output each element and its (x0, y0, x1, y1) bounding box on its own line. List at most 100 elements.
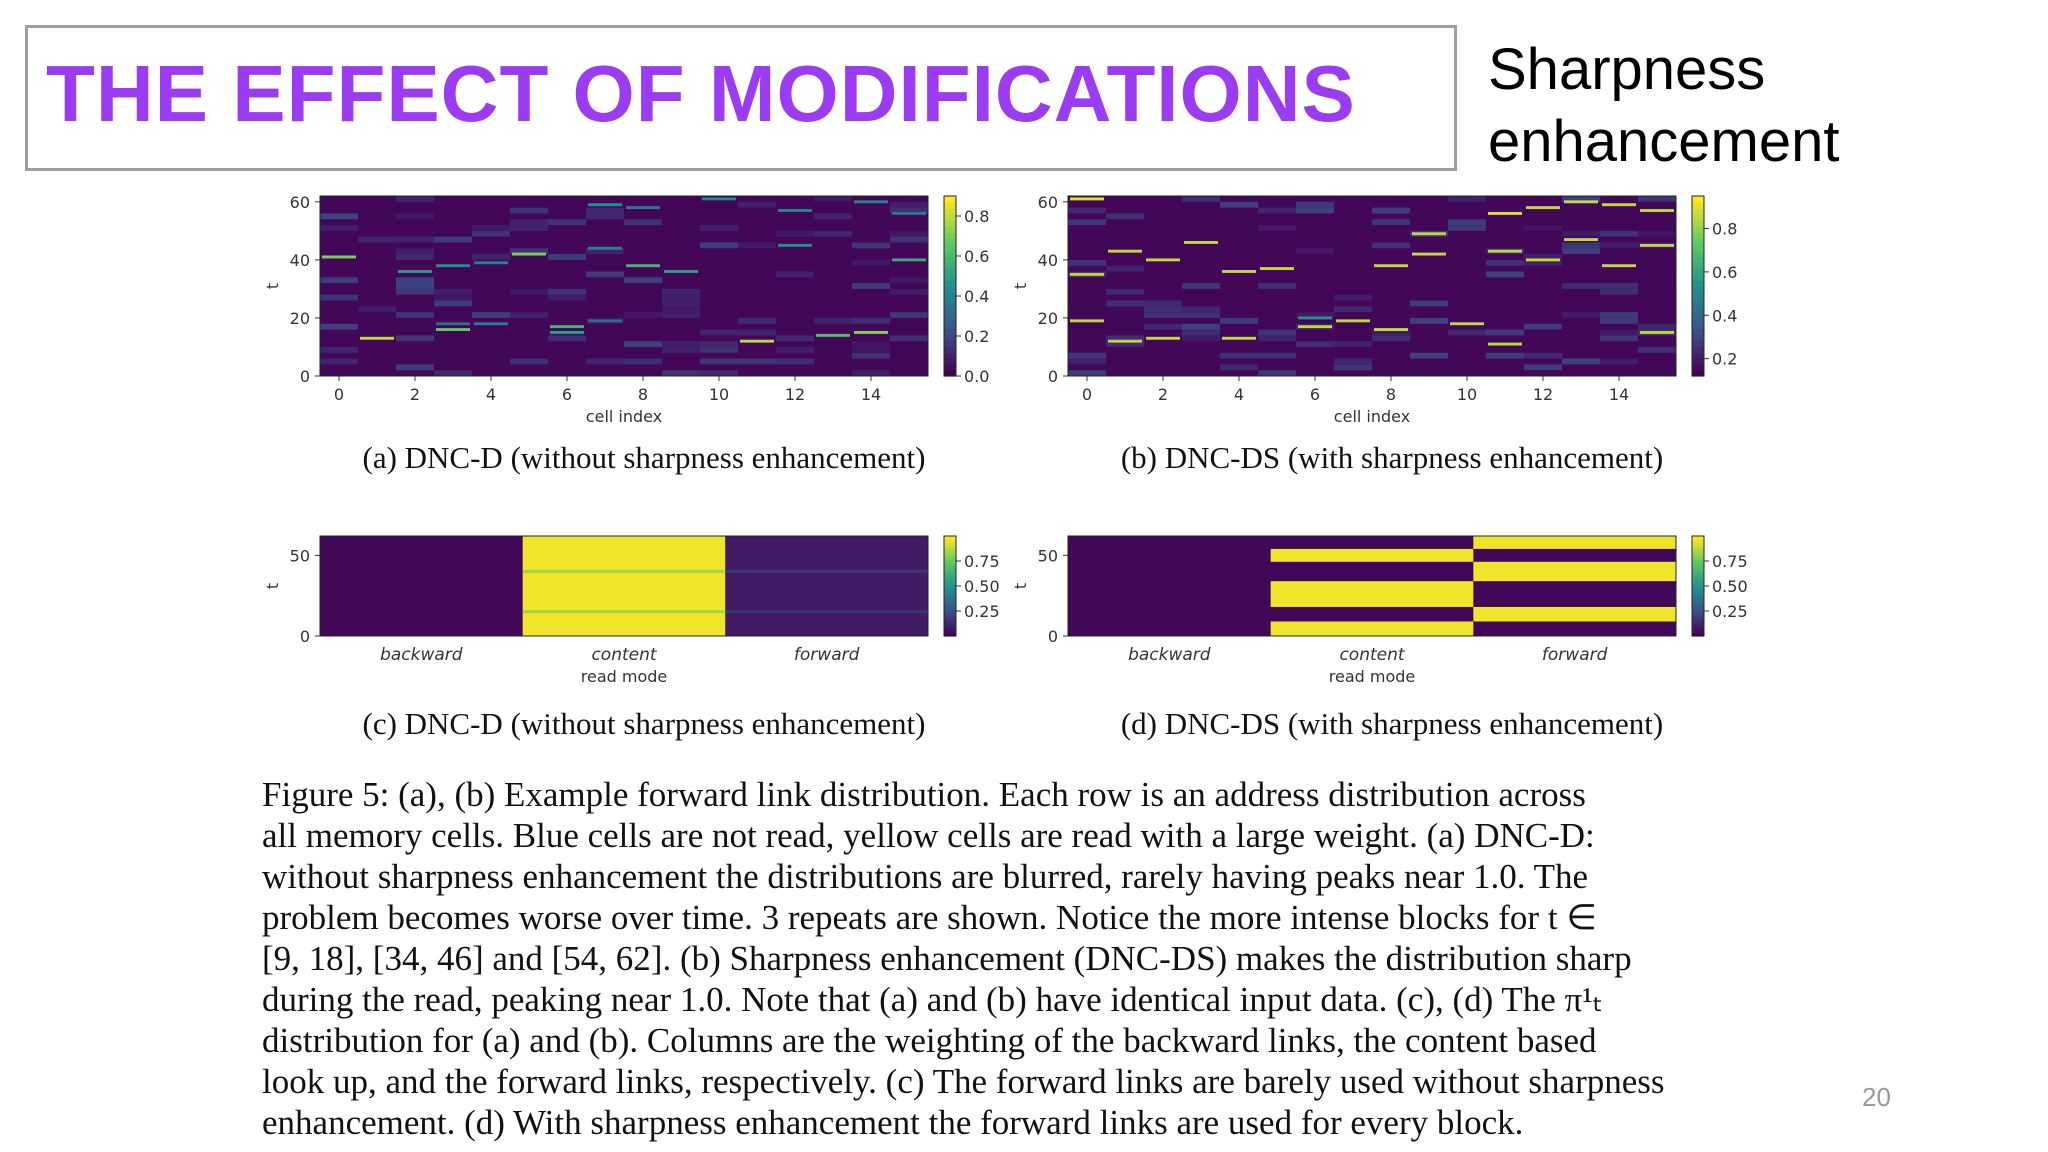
colorbar-segment (1692, 596, 1704, 600)
heatmap-block (1270, 548, 1474, 562)
figure-caption: Figure 5: (a), (b) Example forward link … (262, 774, 1752, 1143)
heatmap-column (725, 536, 928, 636)
plot-frame (319, 535, 929, 637)
heatmap-cell (358, 306, 396, 313)
heatmap-cell (814, 196, 852, 202)
heatmap-cell (510, 358, 548, 365)
x-tick-label: 10 (1457, 385, 1477, 404)
colorbar-segment (1692, 576, 1704, 580)
heatmap-peak (1526, 206, 1560, 210)
colorbar-segment (1692, 274, 1704, 281)
heatmap-cell (396, 277, 434, 284)
colorbar-segment (1692, 304, 1704, 311)
colorbar-segment (1692, 632, 1704, 637)
colorbar-segment (944, 626, 956, 630)
heatmap-peak (1222, 336, 1256, 340)
colorbar-frame (1691, 195, 1705, 377)
category-label: content (1339, 645, 1405, 665)
colorbar-segment (944, 592, 956, 597)
heatmap-cell (358, 236, 396, 243)
heatmap-cell (1296, 312, 1334, 318)
heatmap-cell (320, 323, 358, 330)
heatmap-cell (662, 346, 700, 353)
heatmap-cell (472, 254, 510, 260)
heatmap-peak (1298, 325, 1332, 329)
heatmap-cell (1562, 230, 1600, 237)
colorbar-segment (944, 358, 956, 365)
y-axis-label: t (1011, 583, 1030, 589)
colorbar-tick-label: 0.2 (964, 327, 989, 346)
heatmap-cell (1486, 329, 1524, 336)
colorbar-segment (1692, 619, 1704, 624)
colorbar-segment (944, 602, 956, 607)
heatmap-cell (1068, 259, 1106, 266)
heatmap-cell (814, 317, 852, 324)
colorbar-segment (1692, 262, 1704, 269)
heatmap-peak (702, 197, 736, 201)
colorbar-segment (1692, 569, 1704, 574)
heatmap-cell (852, 283, 890, 289)
colorbar-segment (944, 262, 956, 269)
page-number: 20 (1862, 1082, 1891, 1112)
colorbar-segment (1692, 214, 1704, 221)
heatmap-cell (1600, 242, 1638, 249)
heatmap-peak (854, 331, 888, 334)
heatmap-cell (472, 225, 510, 231)
heatmap-cell (1258, 329, 1296, 336)
heatmap-cell (1106, 335, 1144, 342)
heatmap-cell (1600, 230, 1638, 237)
colorbar-segment (1692, 244, 1704, 251)
colorbar-segment (1692, 202, 1704, 209)
colorbar-segment (1692, 358, 1704, 365)
heatmap-peak (474, 322, 508, 326)
x-tick-label: 6 (562, 385, 572, 404)
heatmap-peak (436, 328, 470, 331)
heatmap-cell (1068, 352, 1106, 359)
heatmap-cell (1410, 352, 1448, 359)
caption-line: all memory cells. Blue cells are not rea… (262, 816, 1595, 855)
colorbar-segment (1692, 622, 1704, 627)
heatmap-cell (396, 312, 434, 318)
colorbar-tick-label: 0.6 (1712, 263, 1737, 282)
heatmap-peak (1488, 249, 1522, 253)
heatmap-cell (396, 248, 434, 255)
colorbar-segment (944, 552, 956, 557)
heatmap-cell (320, 294, 358, 301)
heatmap-cell (1144, 306, 1182, 313)
y-tick-label: 0 (300, 367, 310, 386)
heatmap-peak (778, 209, 812, 212)
colorbar-segment (1692, 298, 1704, 305)
colorbar-segment (1692, 196, 1704, 203)
heatmap-cell (1182, 329, 1220, 336)
heatmap-cell (1600, 335, 1638, 342)
colorbar-segment (1692, 566, 1704, 570)
heatmap-cell (1258, 335, 1296, 342)
x-tick-label: 4 (486, 385, 496, 404)
heatmap-cell (1524, 323, 1562, 330)
heatmap-block (1473, 536, 1676, 549)
colorbar-segment (944, 609, 956, 614)
plot-frame (1067, 535, 1677, 637)
heatmap-cell (624, 312, 662, 318)
heatmap-cell (662, 288, 700, 295)
colorbar-segment (944, 612, 956, 617)
heatmap-cell (662, 370, 700, 376)
heatmap-peak (1108, 249, 1142, 253)
x-axis-label: cell index (586, 407, 662, 426)
subfigure-caption: (a) DNC-D (without sharpness enhancement… (363, 440, 926, 475)
heatmap-peak (1146, 258, 1180, 262)
colorbar-segment (1692, 556, 1704, 560)
x-tick-label: 0 (334, 385, 344, 404)
heatmap-cell (1600, 317, 1638, 324)
colorbar-segment (944, 310, 956, 317)
heatmap-cell (776, 346, 814, 353)
heatmap-cell (434, 300, 472, 307)
heatmap-peak (626, 264, 660, 268)
colorbar-segment (1692, 599, 1704, 604)
heatmap-peak (1374, 328, 1408, 331)
heatmap-cell (320, 358, 358, 365)
heatmap-peak (1602, 264, 1636, 268)
colorbar-segment (1692, 616, 1704, 620)
colorbar-tick-label: 0.2 (1712, 350, 1737, 369)
colorbar-tick-label: 0.75 (1712, 552, 1748, 571)
